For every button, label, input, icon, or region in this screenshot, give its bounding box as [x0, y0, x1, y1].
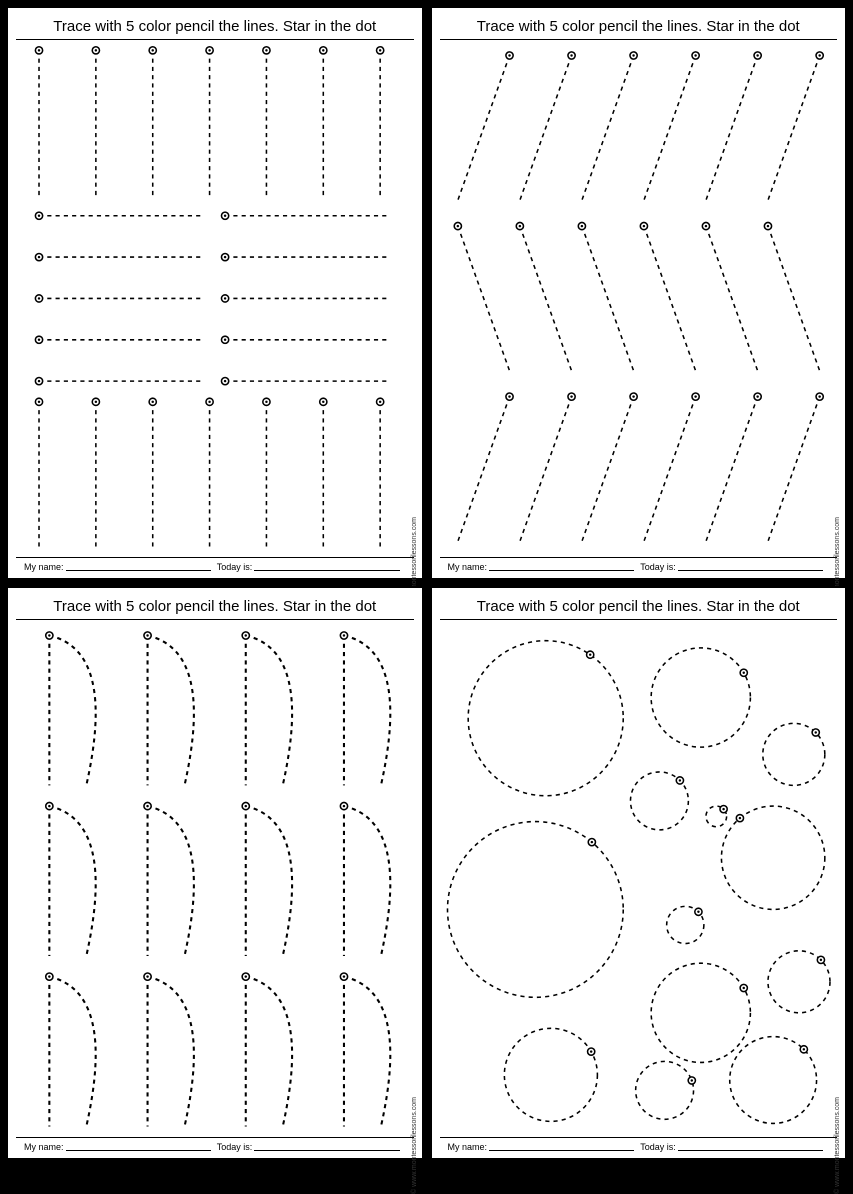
date-line	[678, 562, 823, 571]
panel-footer: My name: Today is:	[16, 557, 414, 578]
date-line	[254, 562, 399, 571]
panel-curves: Trace with 5 color pencil the lines. Sta…	[6, 586, 424, 1160]
name-label: My name:	[24, 562, 64, 572]
name-label: My name:	[448, 562, 488, 572]
date-line	[678, 1142, 823, 1151]
tracing-svg	[8, 40, 422, 557]
panel-circles: Trace with 5 color pencil the lines. Sta…	[430, 586, 848, 1160]
tracing-svg	[432, 620, 846, 1137]
panel-title: Trace with 5 color pencil the lines. Sta…	[440, 592, 838, 620]
worksheet-grid: Trace with 5 color pencil the lines. Sta…	[0, 0, 853, 1103]
panel-content: © www.montessorilessons.com	[8, 620, 422, 1137]
tracing-svg	[432, 40, 846, 557]
name-label: My name:	[24, 1142, 64, 1152]
name-line	[489, 1142, 634, 1151]
panel-content: © www.montessorilessons.com	[8, 40, 422, 557]
copyright-text: © www.montessorilessons.com	[411, 1097, 418, 1194]
panel-footer: My name: Today is:	[440, 557, 838, 578]
panel-footer: My name: Today is:	[16, 1137, 414, 1158]
date-label: Today is:	[217, 1142, 253, 1152]
copyright-text: © www.montessorilessons.com	[834, 1097, 841, 1194]
panel-title: Trace with 5 color pencil the lines. Sta…	[16, 592, 414, 620]
panel-content: © www.montessorilessons.com	[432, 620, 846, 1137]
name-line	[66, 1142, 211, 1151]
panel-footer: My name: Today is:	[440, 1137, 838, 1158]
panel-title: Trace with 5 color pencil the lines. Sta…	[440, 12, 838, 40]
date-line	[254, 1142, 399, 1151]
panel-title: Trace with 5 color pencil the lines. Sta…	[16, 12, 414, 40]
name-line	[489, 562, 634, 571]
panel-lines: Trace with 5 color pencil the lines. Sta…	[6, 6, 424, 580]
date-label: Today is:	[640, 562, 676, 572]
name-label: My name:	[448, 1142, 488, 1152]
panel-content: © www.montessorilessons.com	[432, 40, 846, 557]
date-label: Today is:	[217, 562, 253, 572]
panel-diagonals: Trace with 5 color pencil the lines. Sta…	[430, 6, 848, 580]
name-line	[66, 562, 211, 571]
date-label: Today is:	[640, 1142, 676, 1152]
tracing-svg	[8, 620, 422, 1137]
